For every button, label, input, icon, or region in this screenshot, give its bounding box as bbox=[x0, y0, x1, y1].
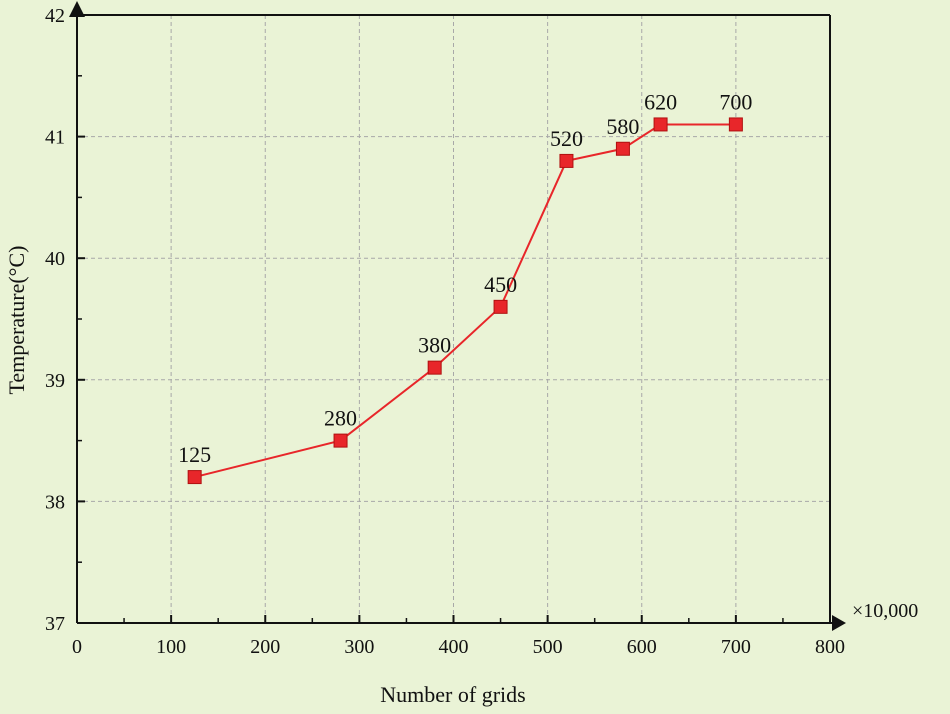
data-point-marker bbox=[615, 141, 630, 156]
x-tick-label: 0 bbox=[72, 636, 82, 658]
data-point-marker bbox=[333, 433, 348, 448]
x-axis-arrow-icon bbox=[832, 615, 846, 631]
axes: 0 100 200 300 400 500 600 700 800 37 38 39 40 41 42 bbox=[45, 1, 846, 658]
data-point-label: 280 bbox=[324, 406, 357, 431]
x-tick-label: 800 bbox=[815, 636, 845, 658]
data-point-marker bbox=[427, 360, 442, 375]
data-point-label: 125 bbox=[178, 442, 211, 467]
x-tick-label: 300 bbox=[344, 636, 374, 658]
y-tick-label: 39 bbox=[45, 370, 65, 392]
y-tick-label: 41 bbox=[45, 127, 65, 149]
y-axis-arrow-icon bbox=[69, 1, 85, 17]
data-point-marker bbox=[187, 470, 202, 485]
x-tick-label: 600 bbox=[627, 636, 657, 658]
x-axis-title: Number of grids bbox=[380, 682, 525, 707]
data-point-marker bbox=[493, 299, 508, 314]
x-tick-label: 700 bbox=[721, 636, 751, 658]
series-line bbox=[194, 123, 736, 479]
data-point-label: 580 bbox=[606, 114, 639, 139]
data-point-label: 620 bbox=[644, 89, 677, 114]
data-point-marker bbox=[653, 117, 668, 132]
x-tick-label: 200 bbox=[250, 636, 280, 658]
grid-lines bbox=[77, 15, 830, 623]
x-axis-unit-label: ×10,000 bbox=[852, 600, 918, 622]
y-axis-title: Temperature(°C) bbox=[4, 246, 29, 395]
y-tick-label: 38 bbox=[45, 491, 65, 513]
data-point-label: 520 bbox=[550, 126, 583, 151]
data-point-label: 700 bbox=[719, 89, 752, 114]
x-tick-label: 100 bbox=[156, 636, 186, 658]
x-tick-label: 500 bbox=[533, 636, 563, 658]
y-tick-label: 37 bbox=[45, 613, 65, 635]
series-temperature bbox=[187, 117, 743, 485]
x-tick-label: 400 bbox=[439, 636, 469, 658]
y-tick-label: 42 bbox=[45, 5, 65, 27]
y-tick-label: 40 bbox=[45, 248, 65, 270]
data-point-label: 380 bbox=[418, 333, 451, 358]
data-point-label: 450 bbox=[484, 272, 517, 297]
data-point-marker bbox=[728, 117, 743, 132]
data-point-marker bbox=[559, 153, 574, 168]
